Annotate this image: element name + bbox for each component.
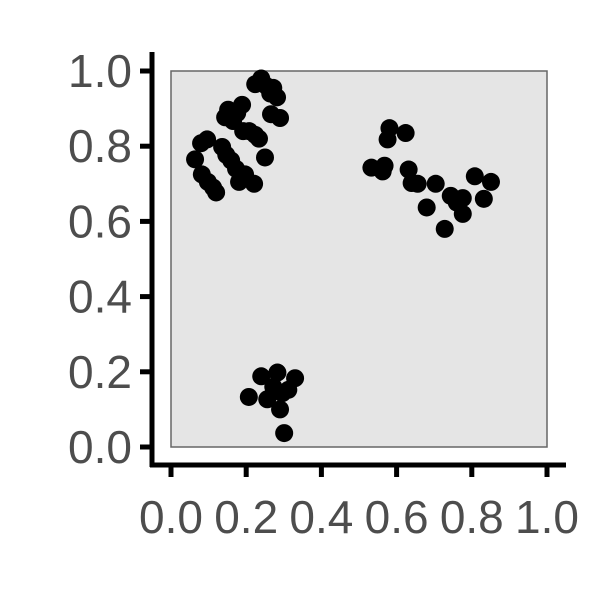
y-tick-label: 0.8: [68, 120, 132, 172]
x-tick-label: 0.2: [214, 491, 278, 543]
y-axis-ticks: 0.0 0.2 0.4 0.6 0.8 1.0: [68, 45, 152, 473]
x-tick-label: 0.6: [365, 491, 429, 543]
data-point: [268, 363, 287, 382]
y-tick-label: 1.0: [68, 45, 132, 97]
data-point: [239, 387, 258, 406]
data-point: [245, 174, 264, 193]
x-tick-label: 0.8: [440, 491, 504, 543]
data-point: [396, 124, 415, 143]
data-point: [375, 156, 394, 175]
y-tick-label: 0.0: [68, 421, 132, 473]
plot-panel: [170, 70, 548, 448]
data-point: [481, 172, 500, 191]
y-tick-label: 0.4: [68, 271, 132, 323]
y-tick-label: 0.2: [68, 346, 132, 398]
data-point: [453, 189, 472, 208]
data-point: [233, 95, 252, 114]
x-tick-label: 0.4: [289, 491, 353, 543]
data-point: [408, 174, 427, 193]
data-point: [465, 167, 484, 186]
data-point: [435, 219, 454, 238]
data-point: [268, 88, 287, 107]
y-tick-label: 0.6: [68, 195, 132, 247]
x-axis-ticks: 0.0 0.2 0.4 0.6 0.8 1.0: [139, 465, 579, 543]
data-point: [417, 198, 436, 217]
data-point: [207, 183, 226, 202]
data-points: [186, 69, 500, 443]
data-point: [453, 204, 472, 223]
data-point: [249, 129, 268, 148]
data-point: [380, 119, 399, 138]
data-point: [198, 130, 217, 149]
x-tick-label: 1.0: [515, 491, 579, 543]
data-point: [252, 367, 271, 386]
x-tick-label: 0.0: [139, 491, 203, 543]
data-point: [271, 109, 290, 127]
data-point: [474, 189, 493, 208]
data-point: [256, 148, 274, 167]
data-point: [271, 400, 290, 419]
data-point: [275, 424, 294, 443]
data-point: [399, 160, 418, 179]
data-point: [186, 150, 205, 169]
data-point: [286, 369, 305, 388]
data-point: [426, 174, 445, 193]
